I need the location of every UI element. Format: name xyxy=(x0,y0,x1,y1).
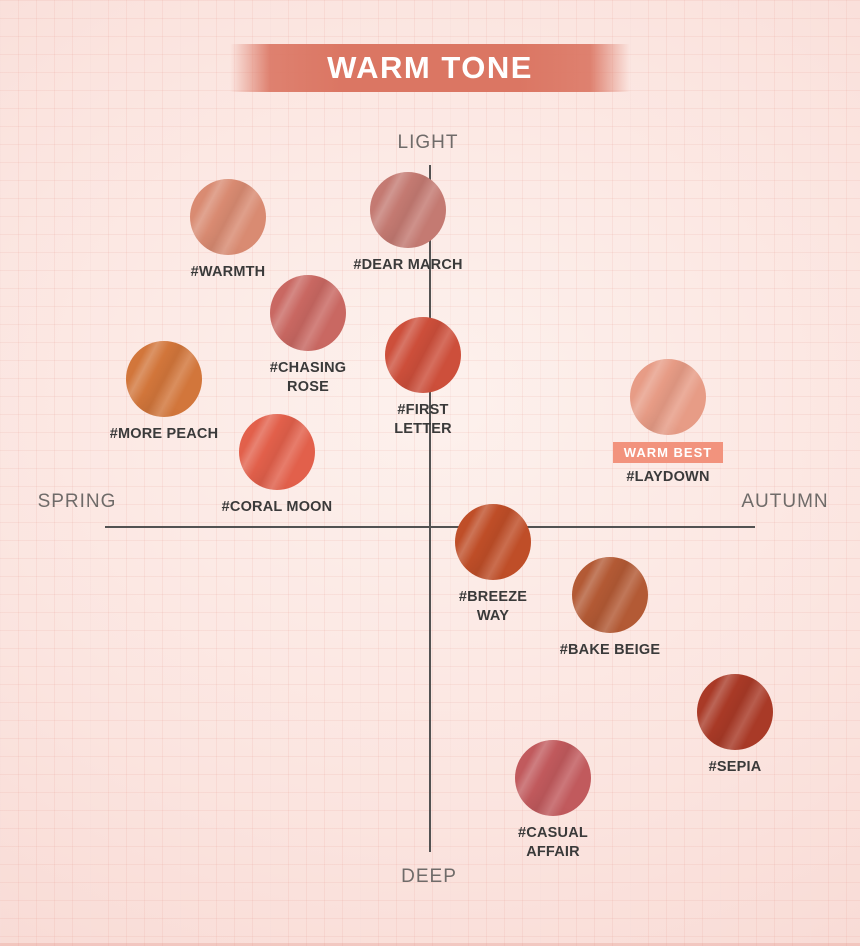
title-banner: WARM TONE xyxy=(230,44,630,92)
swatch-label: #WARMTH xyxy=(190,264,266,280)
swatch-label: #BREEZE WAY xyxy=(458,589,528,624)
swatch-dear-march: #DEAR MARCH xyxy=(333,172,483,275)
swatch-color-circle xyxy=(697,674,773,750)
warm-best-badge: WARM BEST xyxy=(612,442,724,463)
swatch-color-circle xyxy=(126,341,202,417)
swatch-color-circle xyxy=(190,179,266,255)
swatch-casual-affair: #CASUAL AFFAIR xyxy=(478,740,628,862)
swatch-label: #LAYDOWN xyxy=(626,469,710,485)
swatch-color-circle xyxy=(455,504,531,580)
swatch-warmth: #WARMTH xyxy=(153,179,303,282)
axis-label-light: LIGHT xyxy=(397,132,459,153)
swatch-label: #CORAL MOON xyxy=(221,499,333,515)
axis-label-deep: DEEP xyxy=(401,866,457,887)
swatch-label: #DEAR MARCH xyxy=(353,257,463,273)
swatch-label: #MORE PEACH xyxy=(109,426,219,442)
swatch-more-peach: #MORE PEACH xyxy=(89,341,239,444)
swatch-bake-beige: #BAKE BEIGE xyxy=(535,557,685,660)
bottom-divider xyxy=(0,943,860,946)
axis-label-spring: SPRING xyxy=(37,491,117,512)
swatch-label: #FIRST LETTER xyxy=(394,402,452,437)
title-banner-band xyxy=(230,44,630,92)
swatch-label: #SEPIA xyxy=(708,759,762,775)
swatch-color-circle xyxy=(515,740,591,816)
swatch-label: #CHASING ROSE xyxy=(269,360,347,395)
vertical-axis-line xyxy=(429,165,431,852)
swatch-color-circle xyxy=(270,275,346,351)
swatch-breeze-way: #BREEZE WAY xyxy=(418,504,568,626)
swatch-color-circle xyxy=(630,359,706,435)
swatch-chasing-rose: #CHASING ROSE xyxy=(233,275,383,397)
swatch-label: #CASUAL AFFAIR xyxy=(518,825,588,860)
swatch-coral-moon: #CORAL MOON xyxy=(202,414,352,517)
swatch-color-circle xyxy=(370,172,446,248)
swatch-sepia: #SEPIA xyxy=(660,674,810,777)
horizontal-axis-line xyxy=(105,526,755,528)
swatch-color-circle xyxy=(572,557,648,633)
swatch-color-circle xyxy=(385,317,461,393)
page-title: WARM TONE xyxy=(327,50,533,85)
swatch-label: #BAKE BEIGE xyxy=(559,642,661,658)
axis-label-autumn: AUTUMN xyxy=(741,491,829,512)
swatch-color-circle xyxy=(239,414,315,490)
swatch-first-letter: #FIRST LETTER xyxy=(348,317,498,439)
swatch-laydown: WARM BEST #LAYDOWN xyxy=(593,359,743,487)
